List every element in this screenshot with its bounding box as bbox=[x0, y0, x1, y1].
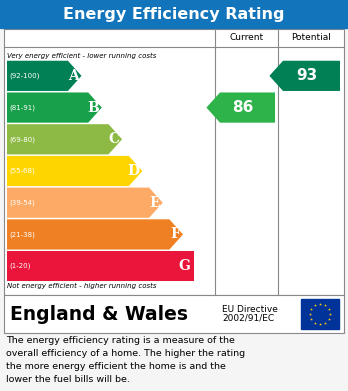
Text: Potential: Potential bbox=[291, 34, 331, 43]
Text: (21-38): (21-38) bbox=[9, 231, 35, 238]
Text: (39-54): (39-54) bbox=[9, 199, 35, 206]
Text: 86: 86 bbox=[232, 100, 253, 115]
Text: (81-91): (81-91) bbox=[9, 104, 35, 111]
Text: (55-68): (55-68) bbox=[9, 168, 35, 174]
Polygon shape bbox=[7, 188, 163, 218]
Text: Energy Efficiency Rating: Energy Efficiency Rating bbox=[63, 7, 285, 22]
Text: 93: 93 bbox=[296, 68, 317, 83]
Text: EU Directive: EU Directive bbox=[222, 305, 278, 314]
Text: C: C bbox=[108, 132, 119, 146]
Text: G: G bbox=[178, 259, 190, 273]
Text: England & Wales: England & Wales bbox=[10, 305, 188, 323]
Text: F: F bbox=[170, 228, 180, 241]
Text: Very energy efficient - lower running costs: Very energy efficient - lower running co… bbox=[7, 53, 156, 59]
Text: (69-80): (69-80) bbox=[9, 136, 35, 143]
Text: Current: Current bbox=[229, 34, 263, 43]
Text: The energy efficiency rating is a measure of the
overall efficiency of a home. T: The energy efficiency rating is a measur… bbox=[6, 336, 245, 384]
Polygon shape bbox=[206, 92, 275, 123]
Bar bbox=[0, 0, 348, 28]
Text: (1-20): (1-20) bbox=[9, 263, 30, 269]
Bar bbox=[4, 295, 344, 333]
Polygon shape bbox=[7, 92, 102, 123]
Text: A: A bbox=[68, 69, 79, 83]
Polygon shape bbox=[7, 251, 194, 281]
Polygon shape bbox=[7, 219, 183, 249]
Polygon shape bbox=[269, 61, 340, 91]
Text: Not energy efficient - higher running costs: Not energy efficient - higher running co… bbox=[7, 283, 157, 289]
Text: E: E bbox=[149, 196, 160, 210]
Polygon shape bbox=[7, 156, 142, 186]
Bar bbox=[4, 29, 344, 295]
Text: 2002/91/EC: 2002/91/EC bbox=[222, 314, 274, 323]
Polygon shape bbox=[7, 61, 81, 91]
Bar bbox=[301, 299, 339, 329]
Text: (92-100): (92-100) bbox=[9, 73, 39, 79]
Text: B: B bbox=[87, 100, 99, 115]
Text: D: D bbox=[127, 164, 140, 178]
Polygon shape bbox=[7, 124, 122, 154]
